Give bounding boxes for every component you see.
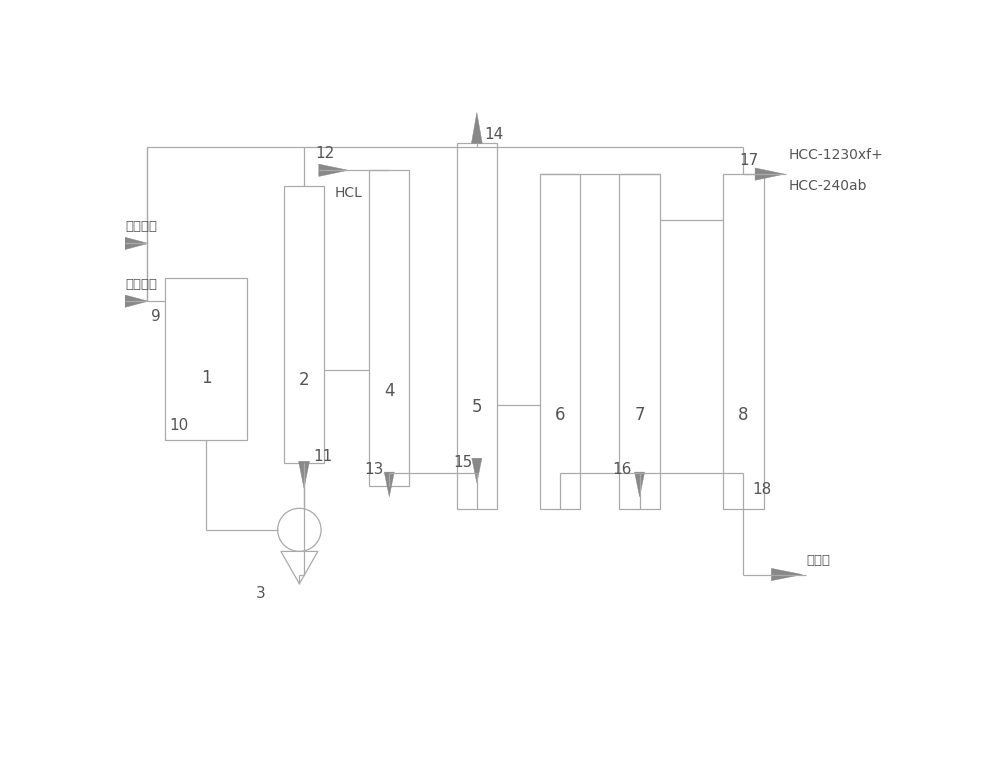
Text: 9: 9 [151, 309, 160, 324]
Text: HCC-240ab: HCC-240ab [788, 179, 867, 193]
Text: 12: 12 [315, 146, 334, 161]
Polygon shape [319, 164, 348, 177]
Polygon shape [471, 112, 482, 143]
Bar [457, 143, 497, 509]
Text: 1: 1 [201, 369, 211, 387]
Polygon shape [299, 462, 309, 488]
Circle shape [278, 509, 321, 551]
Polygon shape [755, 168, 785, 180]
Text: HCC-1230xf+: HCC-1230xf+ [788, 148, 883, 162]
Text: 6: 6 [555, 406, 565, 424]
Text: 10: 10 [169, 418, 188, 434]
Text: 3: 3 [256, 586, 266, 601]
Polygon shape [384, 472, 394, 496]
Text: 高永物: 高永物 [806, 554, 830, 567]
Text: 14: 14 [485, 127, 504, 142]
Text: 15: 15 [454, 455, 473, 470]
Polygon shape [472, 459, 482, 483]
Text: 17: 17 [740, 153, 759, 168]
Bar [723, 174, 764, 509]
Text: 5: 5 [472, 398, 482, 415]
Text: 16: 16 [612, 462, 632, 477]
Bar [369, 171, 409, 486]
Bar [284, 186, 324, 463]
Text: 7: 7 [634, 406, 645, 424]
Bar [619, 174, 660, 509]
Polygon shape [125, 237, 148, 249]
Text: 18: 18 [753, 482, 772, 497]
Text: 2: 2 [299, 371, 309, 389]
Bar [540, 174, 580, 509]
Text: 一氯甲烷: 一氯甲烷 [125, 220, 157, 233]
Text: 11: 11 [313, 449, 333, 464]
Bar [165, 278, 247, 440]
Text: 4: 4 [384, 382, 395, 400]
Text: HCL: HCL [334, 186, 362, 200]
Text: 13: 13 [364, 462, 384, 477]
Polygon shape [771, 568, 802, 581]
Polygon shape [125, 295, 148, 307]
Text: 8: 8 [738, 406, 749, 424]
Text: 四氯乙烯: 四氯乙烯 [125, 277, 157, 291]
Polygon shape [281, 551, 318, 584]
Polygon shape [635, 472, 645, 496]
